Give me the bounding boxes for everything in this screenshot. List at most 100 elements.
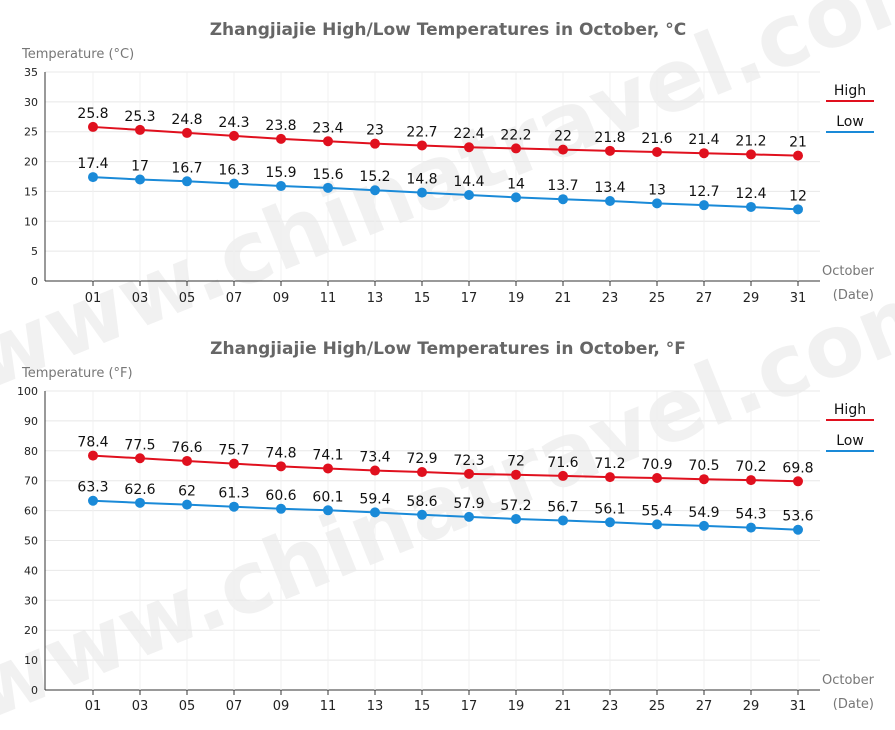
x-tick-label: 07 bbox=[226, 699, 243, 714]
x-tick-label: 05 bbox=[179, 699, 196, 714]
data-label-low: 13.4 bbox=[594, 180, 625, 196]
x-tick-label: 23 bbox=[602, 291, 619, 306]
data-label-high: 23.4 bbox=[312, 120, 343, 136]
x-tick-label: 07 bbox=[226, 291, 243, 306]
data-point-low bbox=[652, 519, 662, 530]
y-tick-label: 30 bbox=[24, 594, 38, 607]
data-label-low: 56.1 bbox=[594, 501, 625, 517]
data-label-low: 62 bbox=[178, 484, 196, 500]
x-tick-label: 23 bbox=[602, 699, 619, 714]
data-point-low bbox=[323, 505, 333, 516]
data-point-high bbox=[699, 148, 709, 159]
x-tick-label: 09 bbox=[273, 291, 290, 306]
x-tick-label: 01 bbox=[85, 699, 102, 714]
data-label-high: 21.8 bbox=[594, 130, 625, 146]
y-tick-label: 60 bbox=[24, 505, 38, 518]
data-label-high: 71.2 bbox=[594, 456, 625, 472]
data-label-high: 21.6 bbox=[641, 131, 672, 147]
data-label-high: 23.8 bbox=[265, 118, 296, 134]
data-label-low: 53.6 bbox=[782, 509, 813, 525]
data-label-low: 55.4 bbox=[641, 503, 672, 519]
data-point-low bbox=[88, 172, 98, 183]
x-axis-unit-label: (Date) bbox=[833, 697, 874, 712]
celsius-chart: Zhangjiajie High/Low Temperatures in Oct… bbox=[21, 20, 875, 306]
data-label-high: 74.8 bbox=[265, 445, 296, 461]
x-tick-label: 17 bbox=[461, 291, 478, 306]
data-point-high bbox=[464, 142, 474, 153]
data-label-low: 13 bbox=[648, 182, 666, 198]
data-point-low bbox=[746, 201, 756, 212]
x-tick-label: 25 bbox=[649, 291, 666, 306]
data-point-high bbox=[699, 474, 709, 485]
data-label-high: 24.8 bbox=[171, 112, 202, 128]
data-label-low: 12.7 bbox=[688, 184, 719, 200]
x-axis-month-label: October bbox=[822, 264, 875, 279]
x-tick-label: 15 bbox=[414, 699, 431, 714]
data-point-high bbox=[511, 143, 521, 154]
data-point-low bbox=[652, 198, 662, 209]
data-label-high: 22 bbox=[554, 129, 572, 145]
data-label-low: 14 bbox=[507, 176, 525, 192]
data-point-low bbox=[464, 511, 474, 522]
x-tick-label: 13 bbox=[367, 291, 384, 306]
data-point-low bbox=[135, 497, 145, 508]
y-tick-label: 50 bbox=[24, 535, 38, 548]
data-point-low bbox=[135, 174, 145, 185]
data-point-low bbox=[276, 181, 286, 192]
data-label-high: 21.2 bbox=[735, 133, 766, 149]
data-label-low: 17 bbox=[131, 158, 149, 174]
data-point-low bbox=[370, 507, 380, 518]
data-label-high: 22.4 bbox=[453, 126, 484, 142]
data-point-low bbox=[605, 517, 615, 528]
x-tick-label: 29 bbox=[743, 699, 760, 714]
series-line-low bbox=[92, 176, 799, 211]
data-point-low bbox=[276, 503, 286, 514]
x-tick-label: 27 bbox=[696, 699, 713, 714]
x-tick-label: 11 bbox=[320, 291, 337, 306]
y-axis-title: Temperature (°F) bbox=[21, 366, 133, 381]
y-tick-label: 70 bbox=[24, 475, 38, 488]
data-point-high bbox=[182, 455, 192, 466]
data-point-high bbox=[793, 150, 803, 161]
y-tick-label: 5 bbox=[31, 245, 38, 258]
data-label-low: 13.7 bbox=[547, 178, 578, 194]
data-point-high bbox=[605, 472, 615, 483]
y-tick-label: 0 bbox=[31, 684, 38, 697]
x-tick-label: 21 bbox=[555, 699, 572, 714]
data-label-low: 63.3 bbox=[77, 480, 108, 496]
y-tick-label: 80 bbox=[24, 445, 38, 458]
data-point-high bbox=[135, 124, 145, 135]
data-label-high: 72 bbox=[507, 454, 525, 470]
legend-label-low: Low bbox=[836, 433, 864, 449]
legend-label-high: High bbox=[834, 83, 866, 99]
data-point-high bbox=[417, 467, 427, 478]
data-label-high: 70.5 bbox=[688, 458, 719, 474]
data-point-low bbox=[88, 495, 98, 506]
data-label-high: 69.8 bbox=[782, 460, 813, 476]
data-point-high bbox=[229, 130, 239, 141]
data-point-high bbox=[793, 476, 803, 487]
x-tick-label: 15 bbox=[414, 291, 431, 306]
data-label-low: 59.4 bbox=[359, 491, 390, 507]
x-tick-label: 25 bbox=[649, 699, 666, 714]
data-point-low bbox=[417, 187, 427, 198]
chart-title: Zhangjiajie High/Low Temperatures in Oct… bbox=[210, 20, 687, 40]
data-point-high bbox=[182, 127, 192, 138]
data-point-high bbox=[652, 473, 662, 484]
x-tick-label: 31 bbox=[790, 291, 807, 306]
data-point-high bbox=[323, 463, 333, 474]
data-point-high bbox=[746, 475, 756, 486]
data-label-high: 23 bbox=[366, 123, 384, 139]
series-line-high bbox=[92, 125, 799, 157]
data-label-low: 57.2 bbox=[500, 498, 531, 514]
y-axis-title: Temperature (°C) bbox=[21, 47, 134, 62]
data-label-low: 60.1 bbox=[312, 489, 343, 505]
x-tick-label: 13 bbox=[367, 699, 384, 714]
data-point-low bbox=[699, 520, 709, 531]
x-tick-label: 19 bbox=[508, 699, 525, 714]
data-label-low: 12 bbox=[789, 188, 807, 204]
data-point-high bbox=[88, 121, 98, 132]
legend-label-low: Low bbox=[836, 114, 864, 130]
x-tick-label: 11 bbox=[320, 699, 337, 714]
legend-label-high: High bbox=[834, 402, 866, 418]
